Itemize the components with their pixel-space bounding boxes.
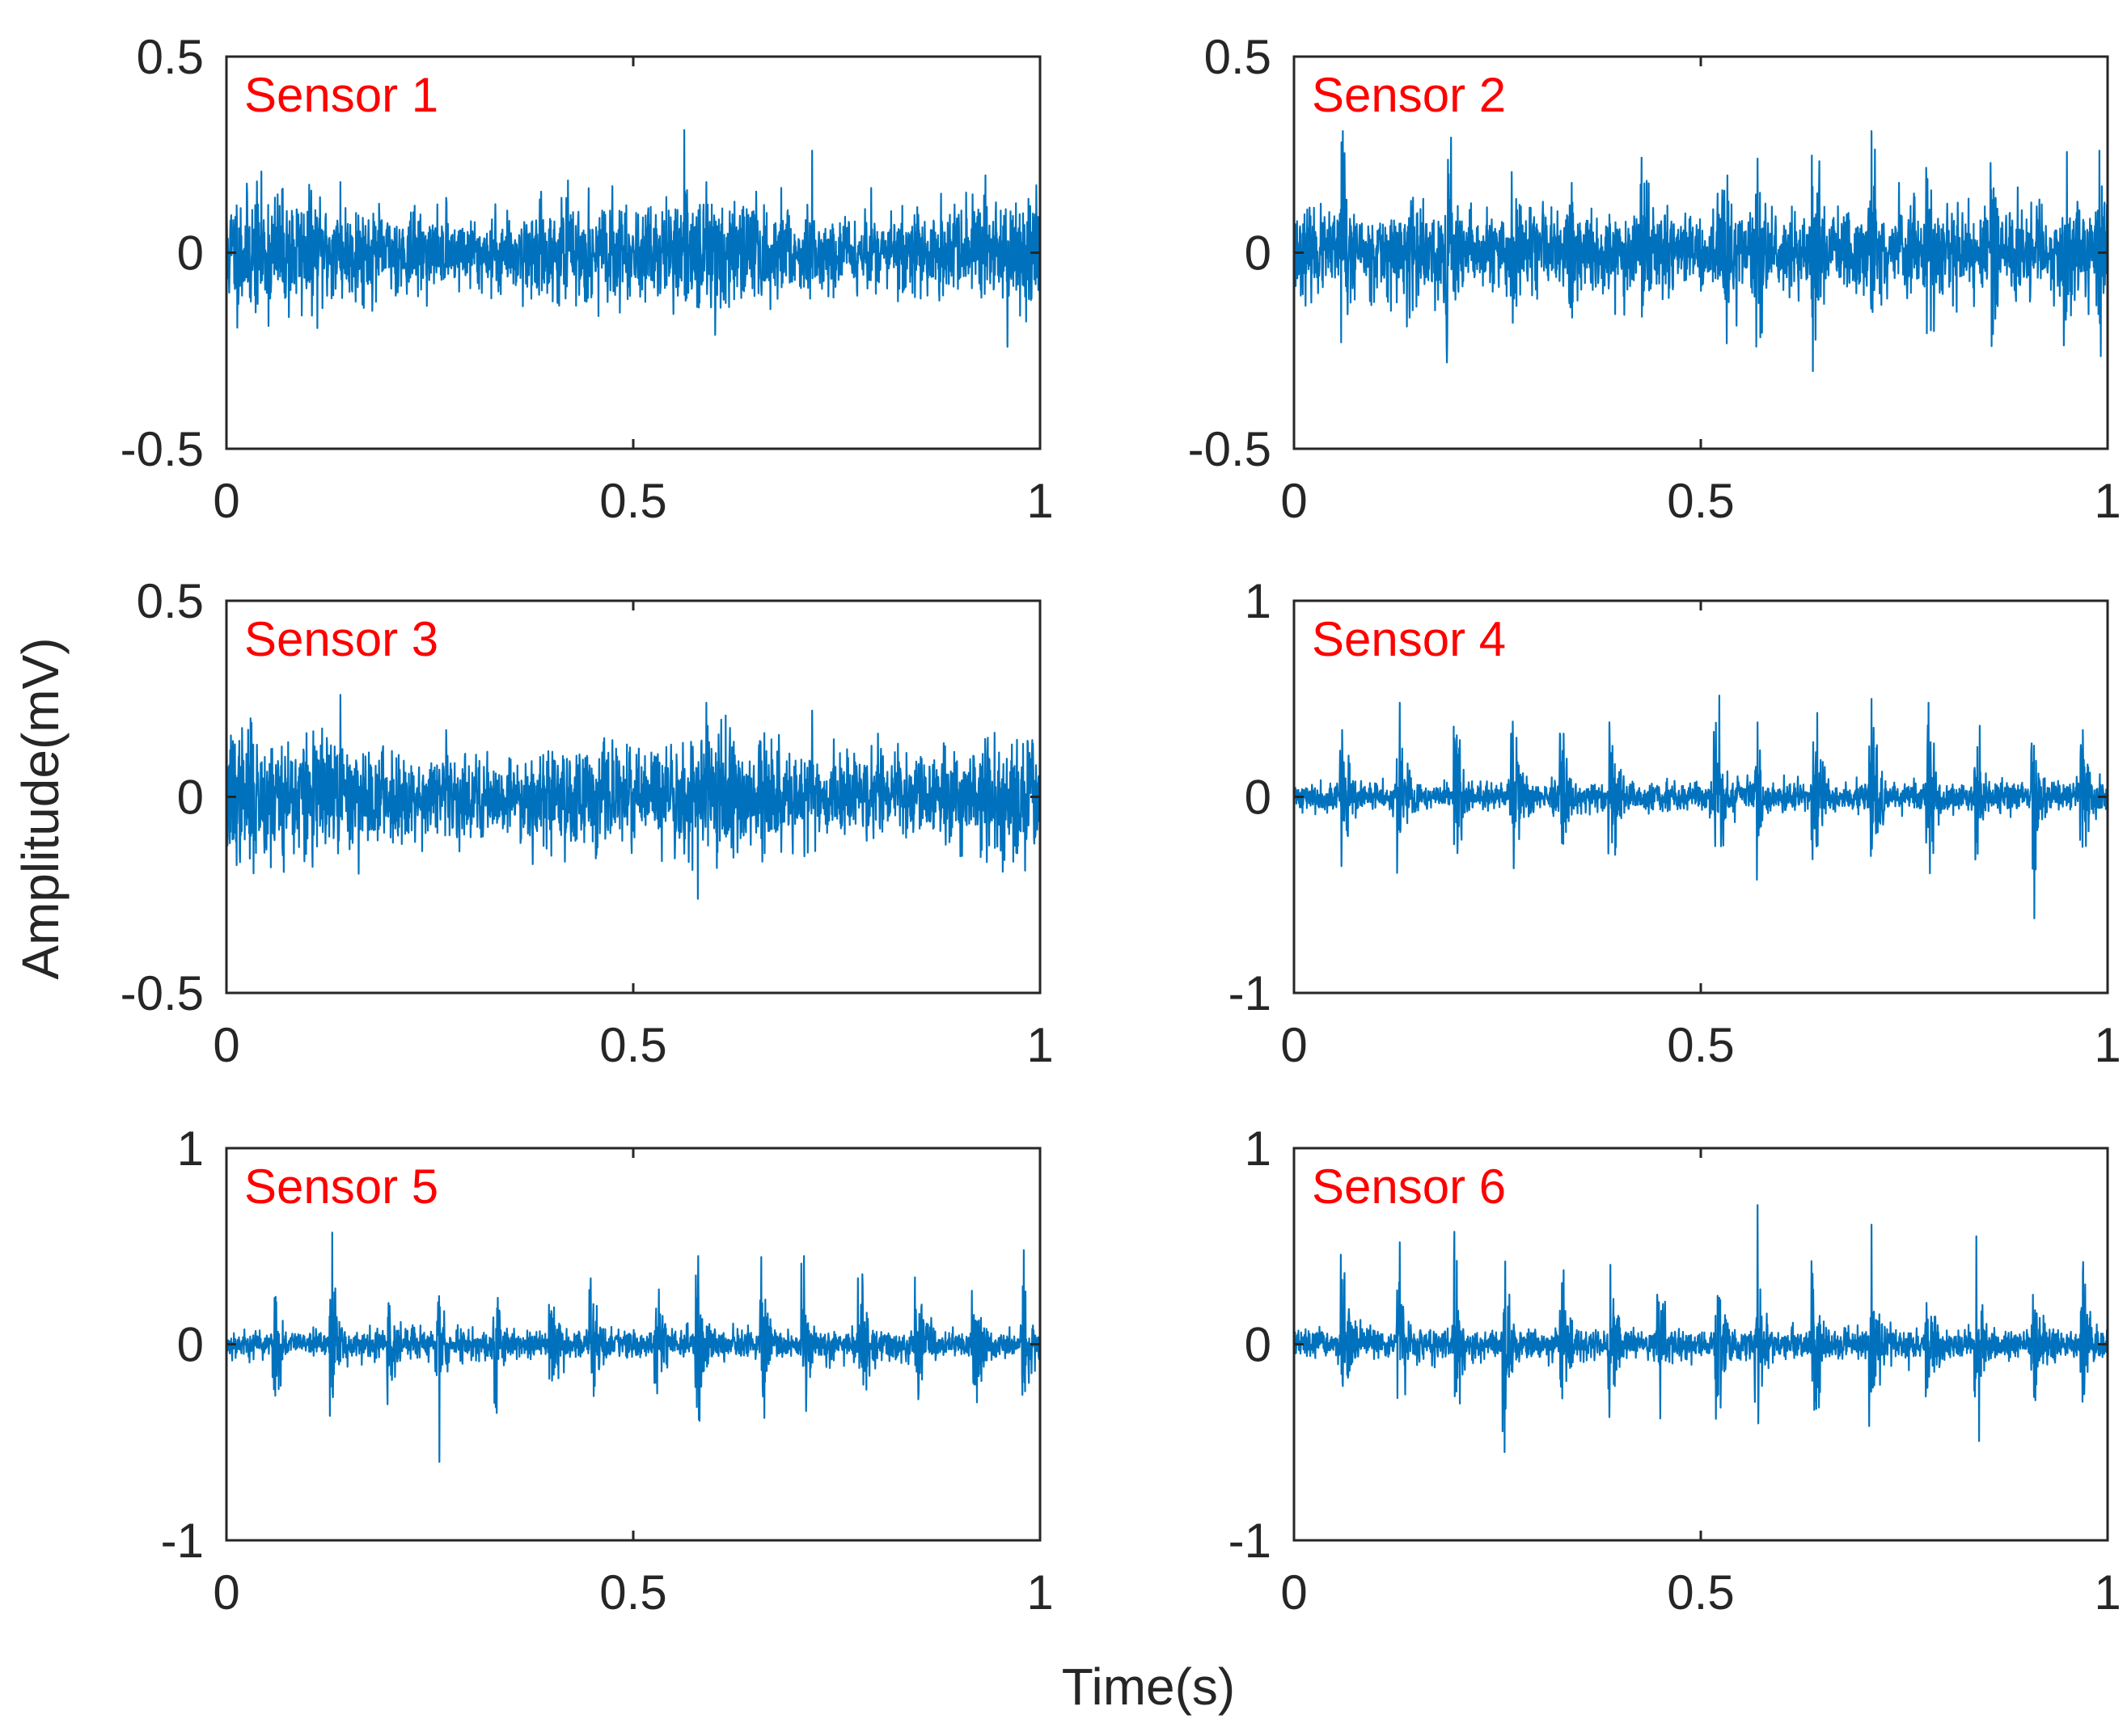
y-tick-label: -0.5 — [121, 966, 204, 1020]
x-tick-label: 1 — [2094, 1565, 2121, 1620]
panel-label: Sensor 5 — [244, 1159, 438, 1214]
y-tick-label: 0 — [1245, 1318, 1271, 1372]
panel-label: Sensor 6 — [1312, 1159, 1506, 1214]
y-tick-label: 0 — [1245, 771, 1271, 825]
panel-label: Sensor 2 — [1312, 68, 1506, 122]
x-tick-label: 0 — [1280, 474, 1307, 528]
signal-trace — [1294, 1204, 2108, 1453]
y-tick-label: 0.5 — [137, 574, 204, 628]
y-tick-label: -1 — [161, 1514, 204, 1568]
y-tick-label: 0 — [177, 771, 204, 825]
y-tick-label: -0.5 — [1188, 422, 1271, 476]
x-tick-label: 0 — [213, 1018, 239, 1072]
y-tick-label: 0.5 — [137, 30, 204, 84]
y-tick-label: 1 — [177, 1121, 204, 1176]
x-tick-label: 1 — [1026, 474, 1053, 528]
x-tick-label: 1 — [2094, 1018, 2121, 1072]
panel-label: Sensor 1 — [244, 68, 438, 122]
x-tick-label: 0 — [213, 474, 239, 528]
panel-label: Sensor 3 — [244, 612, 438, 666]
x-axis-label: Time(s) — [1062, 1658, 1235, 1716]
y-axis-label: Amplitude(mV) — [11, 637, 70, 979]
x-tick-label: 0 — [213, 1565, 239, 1620]
x-tick-label: 0 — [1280, 1565, 1307, 1620]
x-tick-label: 1 — [2094, 474, 2121, 528]
x-tick-label: 0.5 — [599, 474, 666, 528]
y-tick-label: -1 — [1228, 1514, 1271, 1568]
y-tick-label: 1 — [1245, 1121, 1271, 1176]
x-tick-label: 0 — [1280, 1018, 1307, 1072]
signal-trace — [1294, 695, 2108, 919]
x-tick-label: 0.5 — [1667, 1018, 1734, 1072]
x-tick-label: 0.5 — [599, 1565, 666, 1620]
y-tick-label: -1 — [1228, 966, 1271, 1020]
x-tick-label: 1 — [1026, 1565, 1053, 1620]
y-tick-label: 0 — [1245, 226, 1271, 281]
y-tick-label: 0 — [177, 226, 204, 281]
y-tick-label: 0 — [177, 1318, 204, 1372]
y-tick-label: 1 — [1245, 574, 1271, 628]
x-tick-label: 0.5 — [599, 1018, 666, 1072]
panel-label: Sensor 4 — [1312, 612, 1506, 666]
signal-trace — [226, 129, 1040, 348]
signal-trace — [1294, 130, 2108, 373]
y-tick-label: -0.5 — [121, 422, 204, 476]
x-tick-label: 0.5 — [1667, 1565, 1734, 1620]
y-tick-label: 0.5 — [1204, 30, 1271, 84]
signal-trace — [226, 1231, 1040, 1464]
signal-trace — [226, 694, 1040, 900]
x-tick-label: 1 — [1026, 1018, 1053, 1072]
x-tick-label: 0.5 — [1667, 474, 1734, 528]
